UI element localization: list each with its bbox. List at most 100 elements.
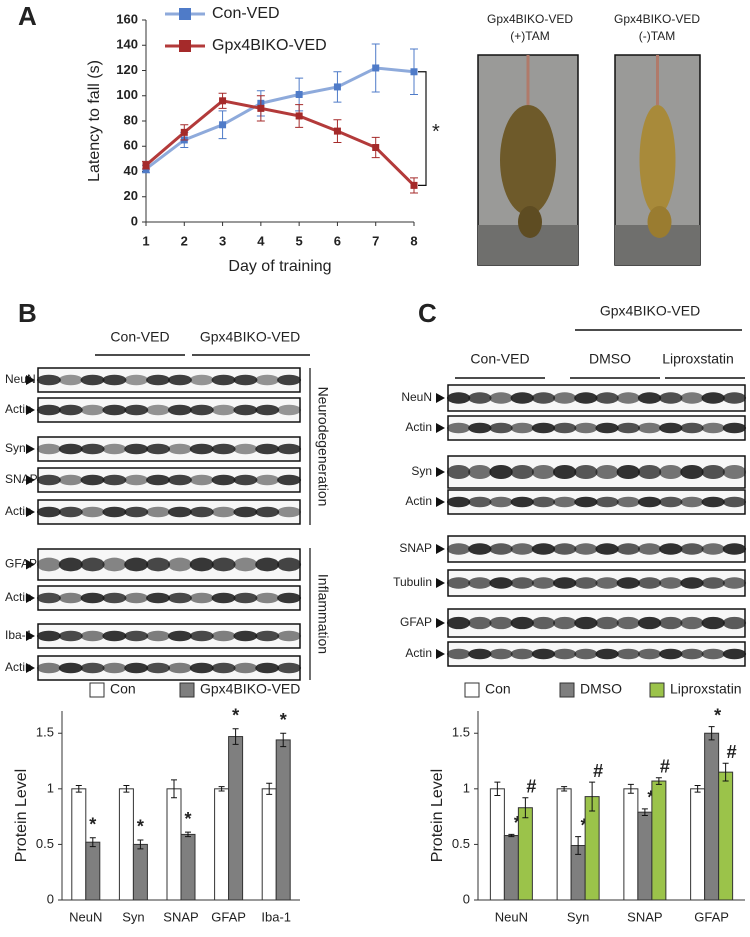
blot-group-label: Con-VED	[110, 329, 169, 345]
blot-band	[531, 616, 556, 630]
blot-band	[80, 474, 105, 486]
point	[180, 128, 188, 136]
blot-band	[255, 592, 280, 604]
blot-band	[595, 422, 619, 434]
bar	[651, 780, 667, 901]
legend-swatch	[89, 682, 105, 698]
blot-band	[446, 422, 471, 434]
blot-band	[277, 374, 302, 386]
legend-label: DMSO	[580, 681, 622, 697]
error-bar	[508, 833, 515, 838]
blot-band	[167, 374, 192, 386]
blot-band	[36, 662, 61, 674]
blot-band	[211, 662, 236, 674]
x-tick-label: NeuN	[495, 909, 528, 924]
blot-band	[637, 577, 662, 589]
error-bar	[75, 784, 82, 793]
error-bar	[575, 836, 582, 855]
x-tick-label: 3	[219, 233, 226, 248]
blot-band	[680, 496, 704, 508]
blot-row-label: SNAP	[399, 541, 432, 555]
legend-label: Gpx4BIKO-VED	[212, 37, 327, 54]
arrow	[26, 507, 35, 517]
blot-band	[659, 616, 683, 630]
y-tick-label: 0.5	[36, 836, 54, 851]
blot-band	[124, 506, 149, 518]
y-tick-label: 0	[131, 213, 138, 228]
blot-band	[468, 543, 492, 555]
blot-band	[167, 630, 192, 642]
blot-band	[58, 374, 83, 386]
blot-row-label: Actin	[5, 590, 32, 604]
error-bar	[232, 728, 239, 745]
error-bar	[280, 732, 287, 748]
blot-band	[616, 616, 640, 630]
blot-band	[211, 592, 236, 604]
blot-row-label: Actin	[5, 402, 32, 416]
blot-band	[189, 630, 214, 642]
blot-band	[468, 392, 492, 404]
blot-band	[510, 648, 534, 660]
arrow	[26, 631, 35, 641]
arrow	[436, 578, 445, 588]
error-bar	[641, 808, 648, 817]
blot-band	[277, 506, 302, 518]
blot-band	[146, 557, 171, 572]
bar	[489, 788, 505, 901]
blot-band	[446, 648, 471, 660]
blot-band	[595, 543, 619, 555]
blot-band	[616, 543, 640, 555]
y-axis-label: Latency to fall (s)	[86, 60, 103, 182]
significance-marker: #	[526, 776, 536, 796]
blot-band	[58, 557, 83, 572]
blot-band	[36, 374, 61, 386]
error-bar	[137, 839, 144, 850]
blot-band	[211, 443, 236, 455]
blot-band	[446, 464, 471, 480]
blot-band	[553, 648, 577, 660]
blot-band	[211, 374, 236, 386]
blot-band	[659, 543, 683, 555]
blot-row-label: Syn	[411, 464, 432, 478]
x-axis-label: Day of training	[228, 258, 331, 275]
bar	[275, 739, 291, 901]
legend-label: Con-VED	[212, 5, 280, 22]
y-tick-label: 60	[124, 138, 138, 153]
significance-marker: *	[184, 809, 191, 829]
legend-swatch	[559, 682, 575, 698]
blot-band	[616, 648, 640, 660]
blot-band	[680, 577, 704, 589]
blot-band	[722, 543, 747, 555]
bar	[261, 788, 277, 901]
blot-band	[680, 464, 704, 480]
blot-band	[211, 404, 236, 416]
significance-marker: *	[232, 706, 239, 726]
blot-row-label: Actin	[405, 646, 432, 660]
section-label: Neurodegeneration	[315, 387, 331, 507]
blot-band	[595, 577, 619, 589]
blot-band	[531, 392, 556, 404]
blot-band	[233, 506, 258, 518]
arrow	[26, 559, 35, 570]
x-tick-label: GFAP	[694, 909, 729, 924]
blot-band	[36, 404, 61, 416]
blot-band	[36, 557, 61, 572]
arrow	[26, 375, 35, 385]
blot-band	[58, 474, 83, 486]
blot-band	[102, 404, 127, 416]
annotation: *	[432, 121, 440, 143]
blot-band	[124, 374, 149, 386]
blot-row-label: GFAP	[400, 615, 432, 629]
blot-band	[680, 616, 704, 630]
blot-band	[167, 592, 192, 604]
blot-band	[167, 557, 192, 572]
blot-band	[255, 404, 280, 416]
significance-marker: #	[593, 761, 603, 781]
blot-band	[58, 630, 83, 642]
blot-band	[489, 543, 513, 555]
point	[410, 181, 418, 189]
x-tick-label: Syn	[122, 909, 144, 924]
arrow	[26, 444, 35, 454]
blot-band	[701, 422, 725, 434]
x-tick-label: Iba-1	[261, 909, 291, 924]
